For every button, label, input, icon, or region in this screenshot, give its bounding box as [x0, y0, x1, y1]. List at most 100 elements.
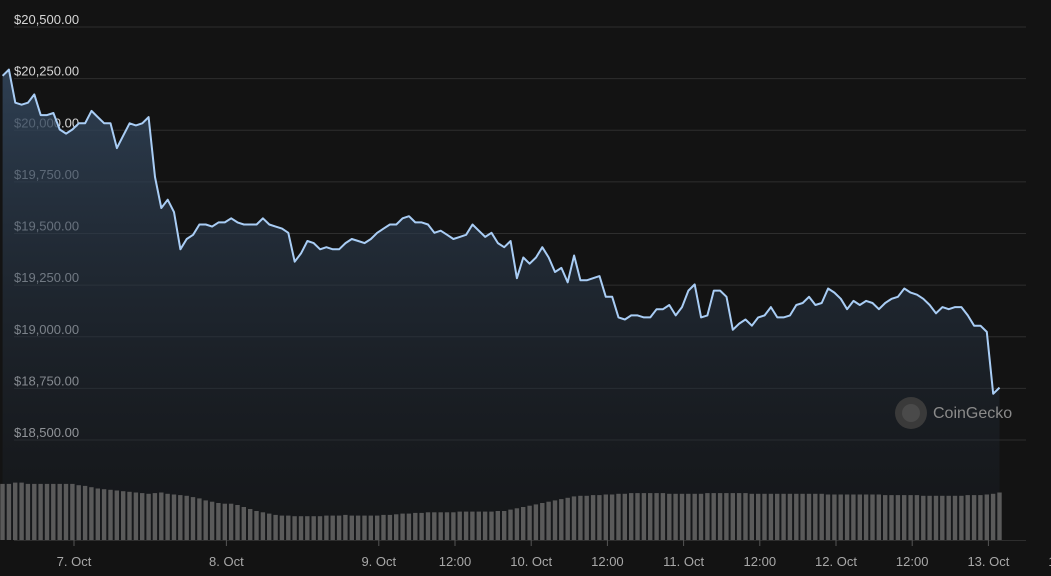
volume-bar: [451, 512, 456, 540]
volume-bar: [533, 504, 539, 540]
x-tick-label: 8. Oct: [209, 554, 244, 569]
volume-bar: [82, 485, 88, 540]
y-tick-label: $20,500.00: [14, 12, 79, 27]
volume-bar: [311, 516, 316, 540]
volume-bar: [902, 495, 907, 540]
volume-bar: [57, 483, 62, 540]
x-axis-labels: 7. Oct 8. Oct 9. Oct 12:00 10. Oct 12:00 11. O…: [57, 540, 1051, 569]
volume-bar: [762, 493, 767, 540]
volume-bar: [381, 514, 386, 540]
volume-bar: [711, 493, 716, 540]
volume-bar: [203, 500, 208, 540]
volume-bar: [952, 495, 958, 540]
volume-bar: [140, 493, 145, 540]
volume-bar: [730, 493, 735, 540]
volume-bar: [590, 495, 596, 540]
x-tick-label: 12:00: [591, 554, 624, 569]
volume-bar: [6, 483, 12, 540]
volume-bar: [724, 493, 729, 540]
volume-bar: [540, 503, 545, 540]
volume-bar: [95, 488, 100, 540]
volume-bar: [419, 512, 424, 540]
volume-bar: [698, 493, 704, 540]
volume-bar: [921, 495, 926, 540]
price-area-fill: [2, 69, 1000, 540]
volume-bar: [19, 482, 24, 540]
volume-bar: [895, 495, 901, 540]
watermark: CoinGecko: [895, 397, 1012, 429]
volume-bar: [121, 491, 126, 540]
volume-bar: [914, 495, 920, 540]
x-tick-label: 12:00: [744, 554, 777, 569]
volume-bar: [336, 515, 342, 540]
x-tick-label: 12:00: [896, 554, 929, 569]
volume-bar: [946, 495, 951, 540]
volume-bar: [127, 491, 132, 540]
volume-bar: [521, 507, 526, 540]
volume-bar: [438, 512, 443, 540]
volume-bar: [0, 483, 5, 540]
x-tick-label: 13. Oct: [967, 554, 1009, 569]
volume-bar: [228, 503, 234, 540]
volume-bar: [749, 493, 754, 540]
volume-bar: [260, 512, 266, 540]
volume-bar: [444, 512, 450, 540]
volume-bar: [813, 493, 818, 540]
volume-bar: [508, 509, 513, 540]
volume-bar: [330, 515, 335, 540]
volume-bar: [476, 511, 481, 540]
x-tick-label: 10. Oct: [510, 554, 552, 569]
volume-bar: [667, 493, 672, 540]
volume-bar: [387, 514, 393, 540]
watermark-text: CoinGecko: [933, 405, 1012, 422]
volume-bar: [889, 495, 894, 540]
volume-bar: [743, 493, 748, 540]
price-line: [1, 68, 1001, 395]
volume-bar: [241, 507, 246, 540]
volume-bar: [654, 493, 659, 540]
volume-bar: [368, 515, 373, 540]
volume-bar: [622, 493, 627, 540]
volume-bar: [819, 493, 824, 540]
volume-bar: [13, 482, 18, 540]
x-tick-label: 12:00: [439, 554, 472, 569]
volume-bar: [978, 495, 983, 540]
volume-bar: [197, 498, 202, 540]
volume-bar: [635, 493, 640, 540]
volume-bar: [470, 511, 475, 540]
volume-bars: [0, 482, 1002, 540]
volume-bar: [32, 483, 37, 540]
volume-bar: [660, 493, 666, 540]
volume-bar: [267, 513, 272, 540]
volume-bar: [863, 494, 869, 540]
volume-bar: [76, 485, 81, 540]
volume-bar: [482, 511, 488, 540]
volume-bar: [965, 495, 970, 540]
volume-bar: [254, 511, 259, 540]
volume-bar: [559, 499, 564, 540]
volume-bar: [838, 494, 843, 540]
volume-bar: [984, 494, 989, 540]
volume-bar: [736, 493, 742, 540]
volume-bar: [152, 493, 158, 540]
volume-bar: [171, 494, 177, 540]
volume-bar: [641, 493, 647, 540]
volume-bar: [997, 492, 1002, 540]
volume-bar: [603, 494, 608, 540]
volume-bar: [44, 483, 50, 540]
volume-bar: [971, 495, 977, 540]
volume-bar: [876, 494, 881, 540]
volume-bar: [870, 494, 875, 540]
volume-bar: [305, 516, 310, 540]
volume-bar: [70, 483, 75, 540]
volume-bar: [190, 497, 196, 540]
x-tick-label: 11. Oct: [663, 554, 704, 569]
volume-bar: [248, 509, 253, 540]
volume-bar: [673, 493, 678, 540]
volume-bar: [273, 514, 278, 540]
volume-bar: [89, 487, 94, 540]
volume-bar: [349, 515, 354, 540]
volume-bar: [432, 512, 437, 540]
volume-bar: [705, 493, 710, 540]
x-tick-label: 9. Oct: [361, 554, 396, 569]
